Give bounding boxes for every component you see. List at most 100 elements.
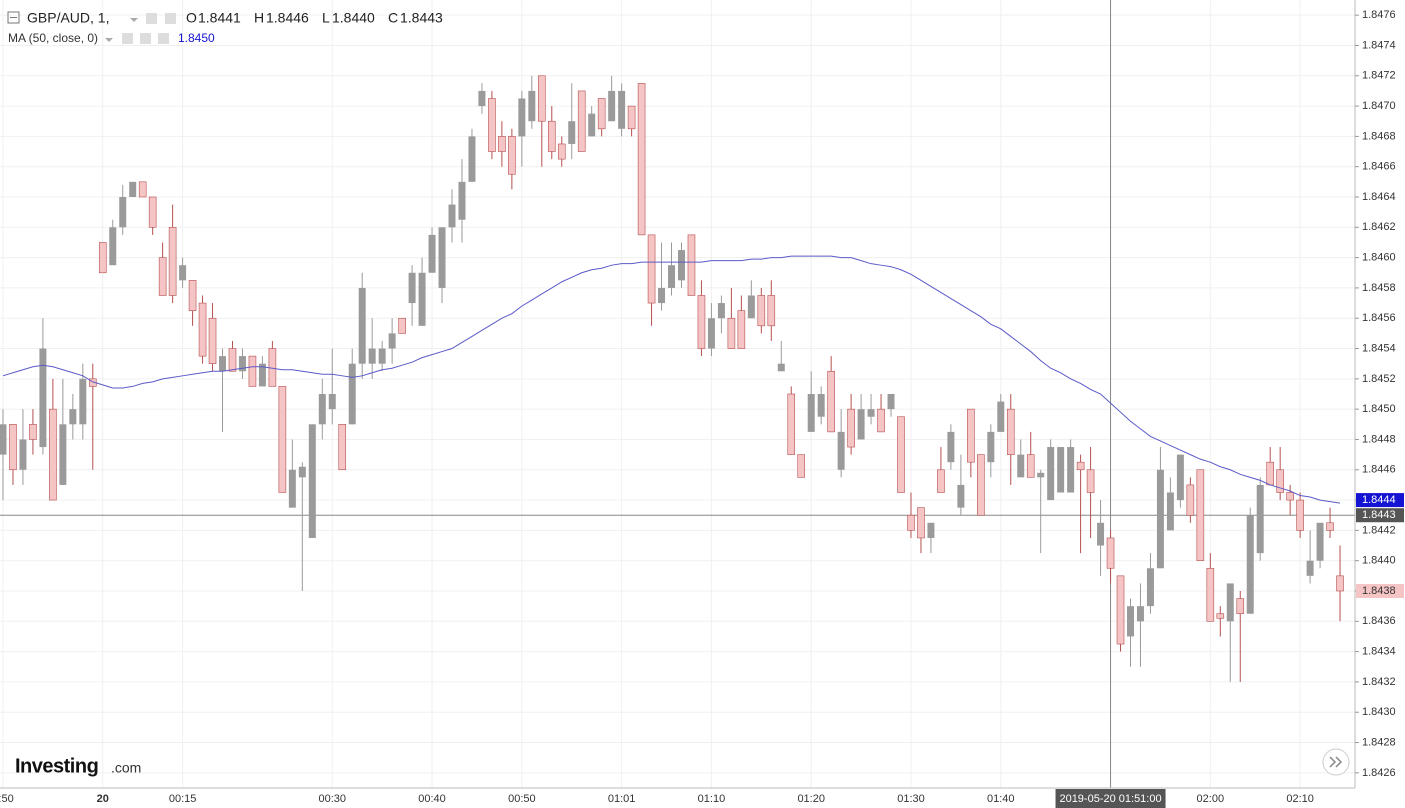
candle-body [328,394,336,410]
candle-body [767,295,776,327]
y-tick-label: 1.8476 [1362,9,1396,21]
collapse-icon[interactable] [7,11,20,24]
candle-body [428,234,436,273]
candle-body [637,83,646,236]
high-label: H [254,10,264,26]
candle-body [1186,484,1195,516]
candle-body [627,105,636,130]
candle-body [727,317,736,349]
candle-body [568,121,576,144]
candle-body [1127,606,1134,637]
y-tick-label: 1.8462 [1362,221,1396,233]
candle-body [1146,568,1154,607]
settings-icon[interactable] [158,33,169,44]
candle-body [737,310,746,349]
open-value: 1.8441 [198,10,241,26]
candle-body [418,272,426,326]
x-tick-label: 00:50 [508,793,536,805]
candle-body [927,522,935,538]
x-tick-label: 01:01 [608,793,636,805]
logo-suffix: .com [111,760,141,776]
candle-body [198,302,207,357]
candle-body [458,181,466,220]
x-tick-label: 01:20 [797,793,825,805]
candle-body [168,227,177,296]
settings-icon[interactable] [122,33,133,44]
candle-body [98,242,107,274]
y-tick-label: 1.8454 [1362,342,1396,354]
y-tick-label: 1.8472 [1362,70,1396,82]
y-tick-label: 1.8458 [1362,282,1396,294]
candle-body [577,90,586,152]
y-tick-label: 1.8468 [1362,130,1396,142]
candle-body [717,303,725,319]
candle-body [188,280,197,311]
y-tick-label: 1.8452 [1362,373,1396,385]
y-tick-label: 1.8470 [1362,100,1396,112]
x-tick-label: 01:40 [987,793,1015,805]
logo: Investing [15,755,98,777]
candle-body [228,348,237,372]
y-tick-label: 1.8432 [1362,676,1396,688]
candle-body [1206,567,1215,622]
candle-body [278,386,287,493]
candle-body [697,295,706,349]
candle-body [937,469,945,493]
candle-body [338,424,347,471]
candle-body [238,356,246,372]
x-tick-label: 02:10 [1286,793,1314,805]
candle-body [588,113,596,137]
candle-body [258,363,266,387]
candle-body [1226,583,1234,622]
candle-body [138,181,147,198]
x-tick-label: 20 [97,793,109,805]
candle-body [837,431,845,470]
candle-body [1336,575,1344,592]
candle-body [29,424,37,440]
candle-body [677,250,685,281]
x-tick-label: 02:00 [1197,793,1225,805]
candle-body [448,204,456,228]
candle-body [19,439,27,470]
candle-body [827,370,835,433]
settings-icon[interactable] [165,13,176,24]
x-tick-label: 00:30 [318,793,346,805]
low-label: L [322,10,330,26]
candle-body [967,408,975,463]
dropdown[interactable] [130,18,138,22]
x-tick-label: 01:10 [698,793,726,805]
candle-body [777,363,785,372]
candle-body [109,227,117,266]
candle-body [1037,472,1045,478]
candle-body [528,90,536,122]
candle-body [647,234,656,304]
price-marker-label: 1.8443 [1362,509,1396,521]
close-label: C [388,10,398,26]
candle-body [39,348,47,448]
candle-body [907,514,915,531]
crosshair-label: 2019-05-20 01:51:00 [1059,793,1161,805]
candle-body [1216,613,1225,619]
candle-body [158,257,167,296]
settings-icon[interactable] [140,33,151,44]
dropdown[interactable] [105,38,113,42]
candle-body [1316,522,1324,561]
candle-body [668,265,676,288]
candle-body [498,136,506,152]
candle-body [298,466,306,478]
candle-body [208,317,217,364]
settings-icon[interactable] [146,13,157,24]
candle-body [707,318,715,349]
candle-body [887,394,895,410]
candle-body [1116,575,1125,645]
candle-body [1266,461,1274,486]
candle-body [0,424,7,455]
candle-body [438,227,446,288]
candle-body [1026,454,1035,478]
y-tick-label: 1.8448 [1362,433,1396,445]
candle-body [987,431,995,463]
candle-body [478,90,486,107]
candle-body [1256,484,1264,554]
